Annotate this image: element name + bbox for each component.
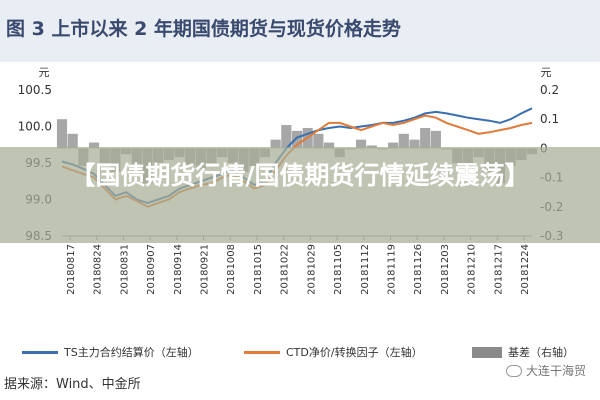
figure-title-bar: 图 3 上市以来 2 年期国债期货与现货价格走势 <box>0 0 600 62</box>
headline-banner: 【国债期货行情/国债期货行情延续震荡】 <box>0 147 600 243</box>
x-axis-tick-label: 20181112 <box>360 244 371 295</box>
x-axis-tick-label: 20181015 <box>253 244 264 295</box>
legend-label-basis: 基差（右轴） <box>508 346 574 359</box>
x-axis-tick-label: 20180914 <box>173 244 184 295</box>
x-axis-tick-label: 20181203 <box>440 244 451 295</box>
basis-bar <box>88 142 100 149</box>
basis-bar <box>409 139 420 149</box>
headline-text: 【国债期货行情/国债期货行情延续震荡】 <box>70 161 530 190</box>
x-axis-tick-label: 20181210 <box>467 244 478 295</box>
x-axis-tick-label: 20181217 <box>493 244 504 295</box>
x-axis-tick-label: 20181008 <box>226 244 237 295</box>
watermark: 大连干海贸 <box>506 362 586 379</box>
basis-bar <box>291 130 303 149</box>
basis-bar <box>356 139 367 149</box>
x-axis-tick-label: 20181105 <box>333 244 344 295</box>
x-axis-tick-label: 20181224 <box>520 244 531 295</box>
x-axis-tick-label: 20180907 <box>146 244 157 295</box>
x-axis-tick-label: 20181029 <box>306 244 317 295</box>
legend-label-ctd: CTD净价/转换因子（左轴） <box>286 346 423 359</box>
x-axis-tick-label: 20180817 <box>66 244 77 295</box>
basis-bar <box>56 119 68 149</box>
x-axis-tick-label: 20180831 <box>119 244 130 295</box>
figure-title: 图 3 上市以来 2 年期国债期货与现货价格走势 <box>6 18 401 40</box>
legend-swatch-ts <box>22 350 58 354</box>
legend-label-ts: TS主力合约结算价（左轴） <box>64 346 199 359</box>
legend-item-basis: 基差（右轴） <box>472 340 574 364</box>
x-axis-tick-label: 20181022 <box>280 244 291 295</box>
legend-item-ts: TS主力合约结算价（左轴） <box>22 340 199 364</box>
legend-swatch-ctd <box>244 350 280 354</box>
x-axis-tick-label: 20181119 <box>386 244 397 295</box>
right-axis-tick-label: 0.2 <box>540 83 559 97</box>
basis-bar <box>366 145 377 149</box>
basis-bar <box>281 125 292 149</box>
left-axis-tick-label: 100.0 <box>18 120 52 134</box>
source-note: 据来源：Wind、中金所 <box>4 377 141 392</box>
x-axis-tick-label: 20180921 <box>200 244 211 295</box>
x-axis-tick-label: 20180824 <box>93 244 104 295</box>
right-axis-unit: 元 <box>541 66 552 79</box>
basis-bar <box>67 133 78 149</box>
wechat-icon <box>506 364 522 377</box>
basis-bar <box>313 133 324 149</box>
right-axis-tick-label: 0.1 <box>540 112 559 126</box>
basis-bar <box>270 139 281 149</box>
chart-legend: TS主力合约结算价（左轴） CTD净价/转换因子（左轴） 基差（右轴） <box>0 340 600 364</box>
basis-bar <box>323 142 335 149</box>
watermark-text: 大连干海贸 <box>526 364 587 378</box>
left-axis-unit: 元 <box>39 66 50 79</box>
basis-bar <box>388 142 399 149</box>
x-axis-tick-label: 20181126 <box>413 244 424 295</box>
left-axis-tick-label: 100.5 <box>18 83 52 97</box>
legend-swatch-basis <box>472 346 502 358</box>
legend-item-ctd: CTD净价/转换因子（左轴） <box>244 340 423 364</box>
basis-bar <box>430 130 441 149</box>
basis-bar <box>398 133 409 149</box>
basis-bar <box>420 127 431 149</box>
